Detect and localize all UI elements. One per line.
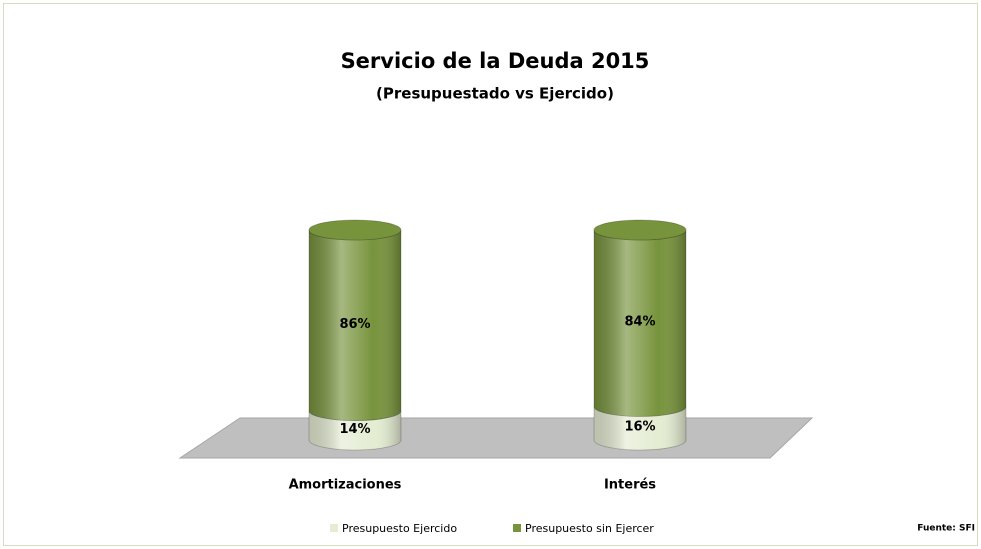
- legend-label: Presupuesto sin Ejercer: [525, 522, 654, 535]
- chart-subtitle: (Presupuestado vs Ejercido): [376, 85, 614, 103]
- data-label: 86%: [339, 317, 370, 332]
- data-label: 14%: [339, 422, 370, 437]
- chart-border: [3, 3, 978, 546]
- x-tick-label: Interés: [604, 478, 656, 493]
- legend-swatch: [513, 524, 521, 532]
- data-label: 16%: [624, 420, 655, 435]
- bar-top: [593, 219, 687, 241]
- data-label: 84%: [624, 315, 655, 330]
- source: Fuente: SFI: [917, 524, 975, 534]
- x-tick-label: Amortizaciones: [289, 478, 402, 493]
- legend-swatch: [330, 524, 338, 532]
- floor: [178, 417, 814, 459]
- chart-title: Servicio de la Deuda 2015: [341, 49, 650, 73]
- legend-label: Presupuesto Ejercido: [342, 522, 457, 535]
- bar-top: [308, 219, 402, 241]
